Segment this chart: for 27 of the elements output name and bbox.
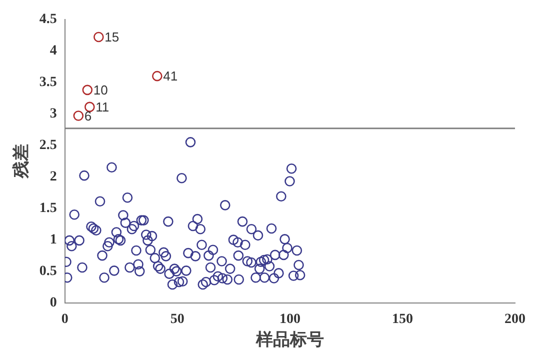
x-tick-label: 200 — [504, 312, 526, 327]
y-axis-title: 残差 — [12, 144, 31, 180]
annotation: 15 — [104, 30, 120, 45]
y-tick-label: 3 — [50, 106, 57, 122]
point — [73, 110, 84, 121]
point — [84, 102, 95, 112]
point — [94, 32, 104, 42]
y-tick-label: 0.5 — [39, 264, 57, 279]
y-tick-label: 4 — [50, 44, 57, 58]
annotation: 10 — [93, 82, 108, 98]
x-tick-label: 150 — [392, 312, 413, 327]
y-tick-label: 2 — [50, 169, 57, 184]
annotation: 11 — [96, 100, 110, 115]
annotation: 6 — [84, 108, 92, 124]
point — [82, 84, 93, 96]
y-tick-label: 3.5 — [39, 74, 57, 90]
x-tick-label: 100 — [279, 312, 300, 327]
y-tick-label: 1 — [50, 232, 57, 248]
x-axis-title: 样品标号 — [254, 330, 324, 350]
point — [152, 70, 162, 82]
x-tick-label: 0 — [61, 312, 68, 327]
y-tick-label: 0 — [50, 295, 57, 310]
y-tick-label: 2.5 — [39, 138, 57, 153]
annotation: 41 — [163, 68, 178, 84]
y-tick-label: 1.5 — [39, 200, 57, 216]
y-tick-label: 4.5 — [39, 12, 57, 28]
x-tick-label: 50 — [170, 312, 184, 327]
